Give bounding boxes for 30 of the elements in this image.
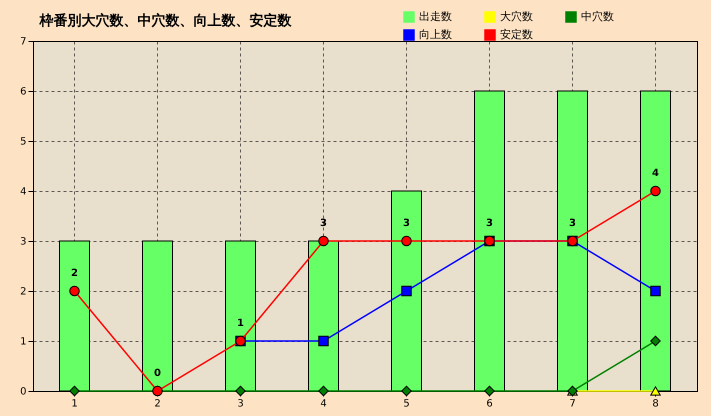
legend-label: 大穴数: [500, 10, 533, 23]
x-tick-label: 4: [320, 398, 327, 410]
data-label: 3: [320, 218, 328, 229]
y-tick-label: 1: [20, 336, 26, 348]
legend-label: 出走数: [419, 10, 452, 23]
data-label: 1: [237, 318, 244, 329]
y-tick-label: 3: [20, 236, 26, 248]
x-tick-label: 6: [486, 398, 493, 410]
y-tick-label: 2: [20, 286, 26, 298]
y-tick-label: 0: [20, 386, 26, 398]
legend-label: 向上数: [419, 28, 452, 41]
x-tick-label: 7: [569, 398, 576, 410]
legend-label: 安定数: [500, 28, 533, 41]
y-tick-label: 4: [20, 186, 26, 198]
y-tick-label: 6: [20, 86, 26, 98]
x-tick-label: 2: [154, 398, 161, 410]
data-label: 2: [71, 268, 78, 279]
data-label: 3: [569, 218, 576, 229]
x-tick-label: 5: [403, 398, 410, 410]
y-tick-label: 7: [20, 36, 26, 48]
x-tick-label: 3: [237, 398, 244, 410]
data-label: 0: [154, 368, 162, 379]
chart-title: 枠番別大穴数、中穴数、向上数、安定数: [38, 12, 293, 29]
data-label: 4: [652, 168, 660, 179]
x-tick-label: 1: [71, 398, 78, 410]
data-label: 3: [486, 218, 494, 229]
y-tick-label: 5: [20, 136, 26, 148]
x-tick-label: 8: [652, 398, 659, 410]
legend-label: 中穴数: [581, 10, 614, 23]
data-label: 3: [403, 218, 410, 229]
